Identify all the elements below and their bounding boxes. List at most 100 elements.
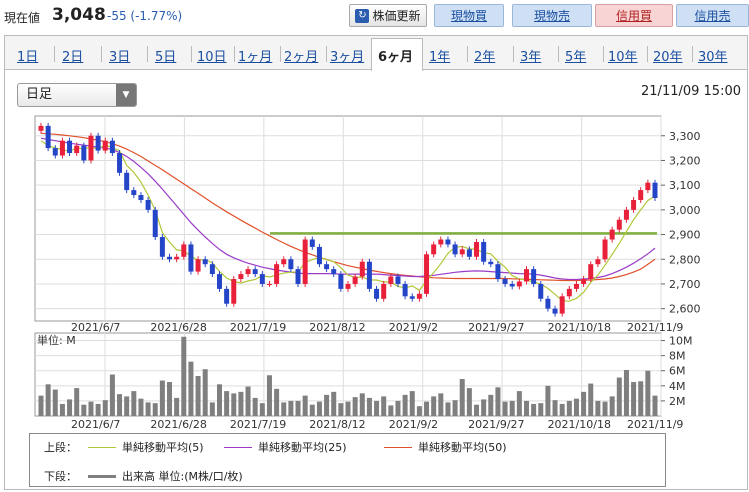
volume-y-tick-label: 8M [669,350,686,363]
volume-bar [581,391,587,416]
x-tick-label: 2021/10/18 [548,418,611,431]
candle-body [295,269,301,284]
volume-bar [609,396,615,416]
volume-bar [224,391,230,416]
volume-bar [459,379,465,416]
volume-bar [231,393,237,416]
tab-2m[interactable]: 2ヶ月 [284,50,319,65]
candle-body [67,140,73,154]
volume-bar [109,374,115,416]
candle-body [302,239,308,284]
volume-y-tick-label: 2M [669,395,686,408]
legend-volume: 出来高 単位:(M株/口/枚) [88,468,243,484]
x-tick-label: 2021/9/27 [468,321,524,334]
tab-10y[interactable]: 10年 [608,50,638,65]
y-tick-label: 2,600 [669,303,701,316]
volume-bar [174,397,180,416]
candle-body [345,283,351,289]
volume-bar [288,400,294,416]
interval-select[interactable]: 日足 ▼ [17,83,137,107]
legend-ma50-swatch [384,446,412,448]
candle-body [509,283,515,287]
volume-bar [631,382,637,416]
x-tick-label: 2021/9/27 [468,418,524,431]
chart-datetime: 21/11/09 15:00 [641,84,741,99]
volume-bar [59,403,65,416]
volume-bar [238,391,244,416]
volume-bar [523,400,529,416]
spot-buy-button[interactable]: 現物買 [434,4,504,27]
legend-ma50: 単純移動平均(50) [384,439,507,455]
volume-bar [616,377,622,416]
x-tick-label: 2021/8/12 [309,321,365,334]
candle-body [381,283,387,299]
quote-header: 現在値 3,048 -55 (-1.77%) ↻ 株価更新 現物買 現物売 信用買… [0,0,749,32]
candle-body [81,145,87,161]
volume-bar [652,395,658,416]
tab-separator [234,46,235,62]
tab-separator [101,46,102,62]
candle-body [459,249,465,255]
volume-bar [67,399,73,416]
margin-buy-button[interactable]: 信用買 [595,4,673,27]
volume-bar [102,400,108,416]
tab-2y[interactable]: 2年 [474,50,496,65]
volume-bar [395,400,401,416]
candle-body [202,259,208,265]
chart-legend: 上段： 単純移動平均(5) 単純移動平均(25) 単純移動平均(50) 下段： … [29,433,666,487]
candle-body [416,293,422,299]
candle-body [324,264,330,270]
volume-bar [595,400,601,416]
tab-1d[interactable]: 1日 [17,50,39,65]
ma50-line [40,132,656,282]
volume-bar [502,401,508,416]
volume-bar [474,404,480,416]
tab-1m[interactable]: 1ヶ月 [238,50,273,65]
x-tick-label: 2021/6/28 [150,418,206,431]
refresh-price-button[interactable]: ↻ 株価更新 [349,4,427,27]
legend-ma50-label: 単純移動平均(50) [418,441,507,454]
volume-bar [181,336,187,416]
tab-3d[interactable]: 3日 [109,50,131,65]
tab-5y[interactable]: 5年 [565,50,587,65]
tab-separator [54,46,55,62]
candle-body [559,296,565,314]
candle-body [452,244,458,255]
candle-body [481,241,487,262]
volume-bar [488,394,494,416]
candle-body [374,288,380,299]
candle-body [366,261,372,289]
tab-3m[interactable]: 3ヶ月 [330,50,365,65]
candle-body [616,219,622,230]
tab-20y[interactable]: 20年 [653,50,683,65]
tab-3y[interactable]: 3年 [520,50,542,65]
tab-10d[interactable]: 10日 [197,50,227,65]
volume-bar [188,361,194,416]
tab-separator [647,46,648,62]
volume-bar [324,394,330,416]
candle-body [138,195,144,200]
spot-sell-button[interactable]: 現物売 [512,4,592,27]
candle-body [131,190,137,196]
tab-6m[interactable]: 6ヶ月 [378,50,414,65]
tab-30y[interactable]: 30年 [698,50,728,65]
candle-body [523,269,529,282]
legend-lower-label: 下段： [44,470,77,483]
tab-5d[interactable]: 5日 [155,50,177,65]
period-tabs: 1日 2日 3日 5日 10日 1ヶ月 2ヶ月 3ヶ月 6ヶ月 1年 2年 3年… [5,36,747,71]
candle-body [552,308,558,314]
volume-bar [359,393,365,416]
candle-body [95,135,101,151]
candle-body [445,239,451,245]
tab-1y[interactable]: 1年 [429,50,451,65]
y-tick-label: 2,900 [669,229,701,242]
candle-body [152,209,158,238]
candle-body [581,279,587,284]
volume-bar [545,385,551,416]
tab-2d[interactable]: 2日 [62,50,84,65]
margin-sell-button[interactable]: 信用売 [676,4,749,27]
candle-body [388,276,394,284]
volume-bar [416,406,422,416]
volume-bar [52,389,58,416]
volume-bar [167,382,173,416]
